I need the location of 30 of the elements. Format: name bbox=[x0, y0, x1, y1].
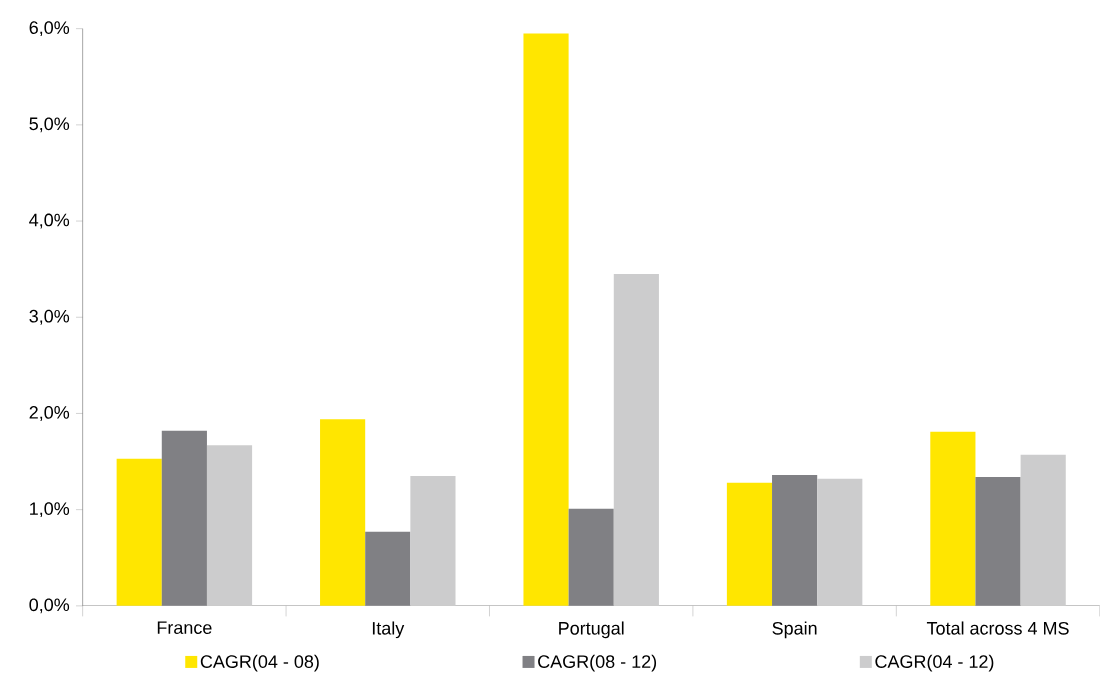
bar bbox=[523, 33, 569, 606]
legend-label: CAGR(04 - 08) bbox=[200, 654, 319, 672]
legend-label: CAGR(08 - 12) bbox=[538, 654, 657, 672]
bar bbox=[568, 508, 614, 606]
bar bbox=[410, 476, 456, 606]
bar bbox=[365, 531, 411, 606]
x-tick-label: Italy bbox=[372, 621, 405, 639]
bar bbox=[930, 431, 976, 606]
bar bbox=[1020, 454, 1066, 606]
bar bbox=[206, 445, 253, 606]
bar bbox=[161, 430, 207, 606]
bar bbox=[726, 482, 773, 606]
y-tick-label: 5,0% bbox=[29, 117, 70, 133]
y-tick-label: 2,0% bbox=[29, 406, 70, 421]
x-tick-label: Total across 4 MS bbox=[926, 621, 1069, 635]
y-tick-label: 3,0% bbox=[29, 309, 70, 325]
bar bbox=[320, 419, 366, 606]
bar bbox=[613, 274, 659, 606]
bar bbox=[817, 478, 863, 606]
bar bbox=[772, 475, 818, 606]
y-tick-label: 0,0% bbox=[29, 598, 70, 614]
legend-label: CAGR(04 - 12) bbox=[875, 654, 994, 672]
x-tick-label: Portugal bbox=[559, 621, 624, 639]
y-tick-label: 4,0% bbox=[29, 213, 70, 229]
x-tick-label: France bbox=[157, 621, 212, 635]
bar bbox=[116, 458, 162, 606]
x-tick-label: Spain bbox=[772, 621, 817, 639]
y-tick-label: 1,0% bbox=[30, 502, 70, 518]
y-tick-label: 6,0% bbox=[29, 21, 70, 37]
bar bbox=[975, 477, 1021, 606]
